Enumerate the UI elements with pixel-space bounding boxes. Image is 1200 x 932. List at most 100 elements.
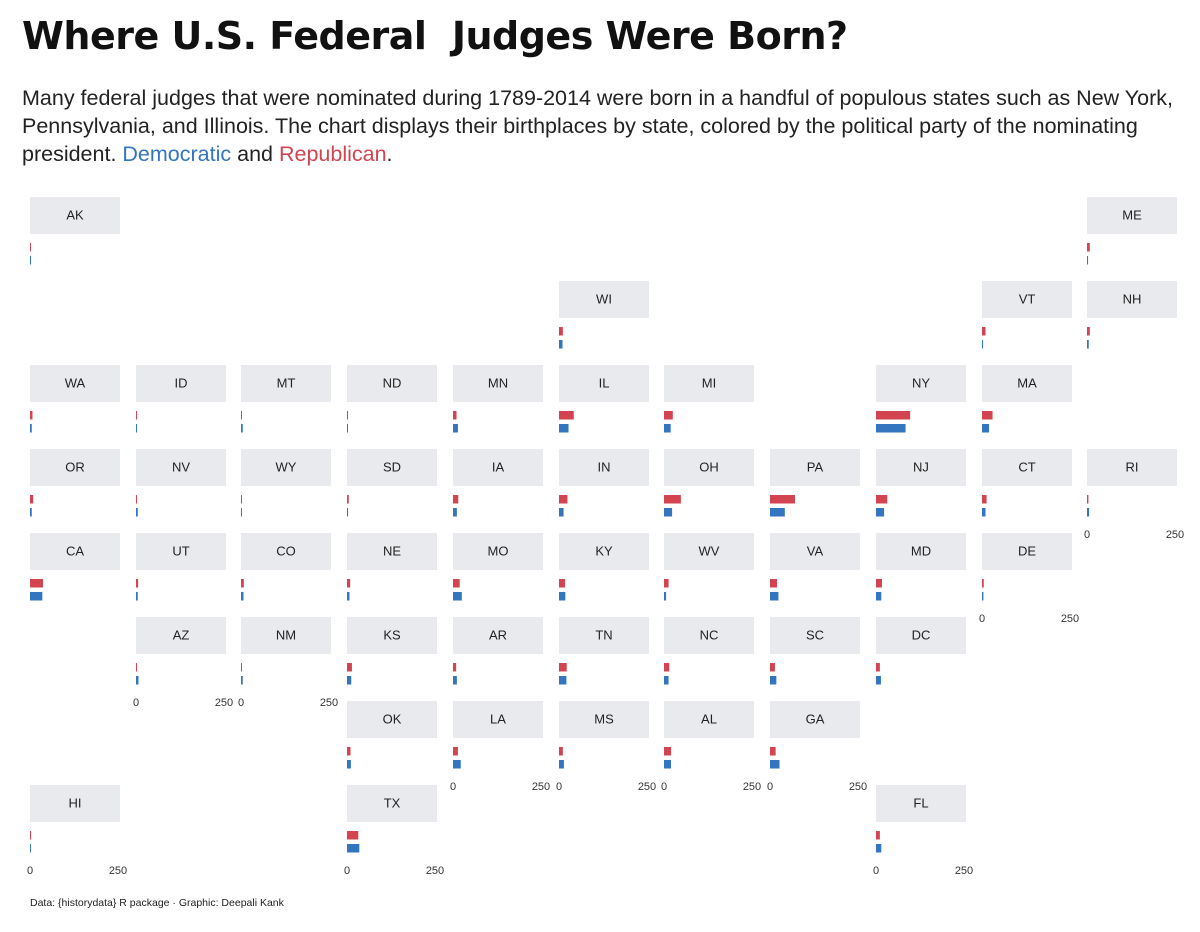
bar-democratic-ny	[876, 424, 906, 433]
panel-header-ks	[347, 617, 437, 654]
bar-republican-ct	[982, 495, 987, 504]
panel-label-ks: KS	[383, 628, 401, 643]
axis-tick-max: 250	[638, 781, 656, 793]
bar-democratic-ar	[453, 676, 457, 685]
bar-democratic-id	[136, 424, 137, 433]
panel-label-sc: SC	[806, 628, 824, 643]
panel-header-ri	[1087, 449, 1177, 486]
panel-header-ca	[30, 533, 120, 570]
panel-header-wv	[664, 533, 754, 570]
axis-tick-zero: 0	[556, 781, 562, 793]
bar-democratic-nm	[241, 676, 243, 685]
axis-tick-zero: 0	[133, 697, 139, 709]
panel-header-ny	[876, 365, 966, 402]
bar-democratic-ak	[30, 256, 31, 265]
bar-republican-mi	[664, 411, 673, 420]
panel-header-ak	[30, 197, 120, 234]
axis-tick-max: 250	[532, 781, 550, 793]
panel-label-mt: MT	[277, 376, 296, 391]
bar-republican-nc	[664, 663, 670, 672]
bar-democratic-co	[241, 592, 244, 601]
bar-republican-or	[30, 495, 34, 504]
subtitle-end: .	[386, 142, 393, 166]
panel-header-tx	[347, 785, 437, 822]
bar-democratic-nv	[136, 508, 138, 517]
panel-label-vt: VT	[1019, 292, 1036, 307]
bar-republican-sd	[347, 495, 349, 504]
panel-header-hi	[30, 785, 120, 822]
bar-republican-de	[982, 579, 984, 588]
panel-header-me	[1087, 197, 1177, 234]
panel-label-nv: NV	[172, 460, 190, 475]
legend-democratic-label: Democratic	[122, 142, 232, 166]
bar-republican-mt	[241, 411, 242, 420]
panel-label-mi: MI	[702, 376, 716, 391]
bar-republican-ky	[559, 579, 565, 588]
panel-label-ms: MS	[594, 712, 614, 727]
bar-republican-il	[559, 411, 574, 420]
panel-header-md	[876, 533, 966, 570]
panel-header-az	[136, 617, 226, 654]
panel-header-id	[136, 365, 226, 402]
panel-label-wv: WV	[699, 544, 720, 559]
axis-tick-max: 250	[743, 781, 761, 793]
panel-header-mi	[664, 365, 754, 402]
panel-label-dc: DC	[912, 628, 931, 643]
bar-republican-ok	[347, 747, 351, 756]
bar-democratic-wy	[241, 508, 242, 517]
bar-democratic-ut	[136, 592, 138, 601]
panel-header-nc	[664, 617, 754, 654]
panel-label-wy: WY	[276, 460, 297, 475]
panel-label-wa: WA	[65, 376, 86, 391]
panel-label-mo: MO	[488, 544, 509, 559]
bar-republican-id	[136, 411, 138, 420]
panel-header-wi	[559, 281, 649, 318]
panel-label-ar: AR	[489, 628, 507, 643]
bar-republican-ia	[453, 495, 459, 504]
bar-democratic-ri	[1087, 508, 1090, 517]
bar-republican-wa	[30, 411, 33, 420]
bar-republican-la	[453, 747, 458, 756]
panel-label-il: IL	[599, 376, 610, 391]
bar-democratic-ga	[770, 760, 780, 769]
panel-label-ok: OK	[383, 712, 402, 727]
bar-republican-ri	[1087, 495, 1089, 504]
bar-republican-tn	[559, 663, 567, 672]
panel-header-nm	[241, 617, 331, 654]
axis-tick-zero: 0	[238, 697, 244, 709]
bar-democratic-ks	[347, 676, 352, 685]
bar-republican-hi	[30, 831, 32, 840]
legend-republican-label: Republican	[278, 142, 387, 166]
bar-democratic-mn	[453, 424, 458, 433]
panel-label-mn: MN	[488, 376, 508, 391]
bar-republican-fl	[876, 831, 880, 840]
panel-header-fl	[876, 785, 966, 822]
panel-header-wa	[30, 365, 120, 402]
panel-header-sc	[770, 617, 860, 654]
bar-democratic-va	[770, 592, 779, 601]
panel-label-co: CO	[276, 544, 296, 559]
axis-tick-zero: 0	[344, 865, 350, 877]
bar-republican-nh	[1087, 327, 1090, 336]
panel-header-sd	[347, 449, 437, 486]
panel-label-nh: NH	[1123, 292, 1142, 307]
panel-label-tn: TN	[595, 628, 612, 643]
legend-conjunction: and	[237, 142, 273, 166]
axis-tick-zero: 0	[767, 781, 773, 793]
bar-democratic-ne	[347, 592, 350, 601]
bar-democratic-pa	[770, 508, 785, 517]
bar-republican-dc	[876, 663, 880, 672]
bar-democratic-il	[559, 424, 569, 433]
bar-democratic-wv	[664, 592, 667, 601]
bar-republican-nv	[136, 495, 137, 504]
bar-democratic-dc	[876, 676, 881, 685]
panel-header-co	[241, 533, 331, 570]
panel-header-wy	[241, 449, 331, 486]
panel-label-ga: GA	[806, 712, 825, 727]
panel-label-sd: SD	[383, 460, 401, 475]
panel-label-nm: NM	[276, 628, 296, 643]
bar-republican-wy	[241, 495, 242, 504]
panel-header-ga	[770, 701, 860, 738]
panel-label-az: AZ	[173, 628, 190, 643]
panel-header-pa	[770, 449, 860, 486]
